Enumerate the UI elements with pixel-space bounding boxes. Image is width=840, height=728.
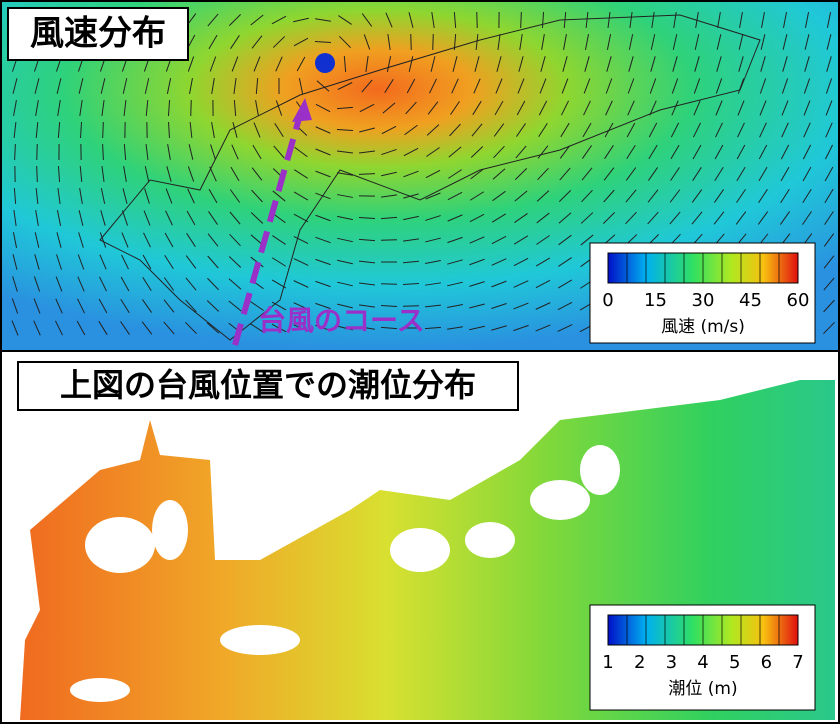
wind-arrow: [521, 12, 522, 28]
colorbar-tick-label: 30: [692, 290, 715, 311]
typhoon-eye: [315, 53, 335, 73]
colorbar-tick-label: 1: [602, 652, 613, 673]
colorbar-tick-label: 2: [634, 652, 645, 673]
wind-arrow: [411, 34, 412, 50]
colorbar-tick-label: 45: [739, 290, 762, 311]
wind-arrow: [359, 174, 375, 175]
wind-arrow: [191, 100, 192, 116]
colorbar-tick-label: 15: [644, 290, 667, 311]
panel-title: 上図の台風位置での潮位分布: [60, 366, 476, 404]
wind-arrow: [433, 34, 434, 50]
colorbar-label: 潮位 (m): [668, 679, 737, 699]
colorbar-tick-label: 4: [697, 652, 708, 673]
course-label: 台風のコース: [258, 304, 425, 337]
wind-arrow: [103, 122, 104, 138]
wind-arrow: [381, 240, 397, 241]
colorbar-tick-label: 3: [666, 652, 677, 673]
colorbar-label: 風速 (m/s): [661, 317, 745, 337]
colorbar-tick-label: 60: [787, 290, 810, 311]
colorbar-tick-label: 5: [729, 652, 740, 673]
wind-arrow: [37, 166, 38, 182]
colorbar-tick-label: 0: [602, 290, 613, 311]
colorbar-tick-label: 7: [792, 652, 803, 673]
panel-title: 風速分布: [30, 14, 166, 54]
colorbar-tick-label: 6: [761, 652, 772, 673]
